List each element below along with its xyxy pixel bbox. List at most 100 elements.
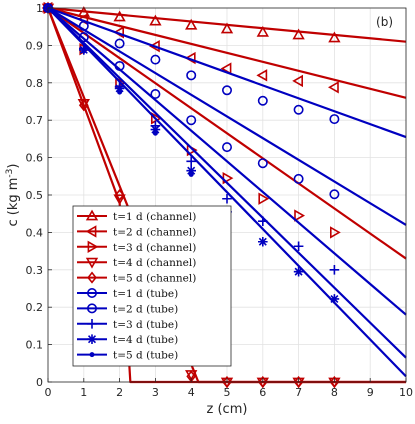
series-line-8 [47, 7, 407, 359]
x-tick-label-6: 6 [259, 386, 266, 399]
legend-marker-8 [87, 334, 97, 344]
legend-marker-0 [85, 209, 99, 221]
data-point-5-7 [293, 104, 304, 115]
data-point-1-5 [220, 62, 232, 75]
legend-label-7: t=3 d (tube) [113, 319, 178, 331]
data-point-4-4 [222, 375, 232, 389]
legend: t=1 d (channel) t=2 d (channel) t=3 d (cha… [72, 205, 232, 367]
data-point-7-4 [186, 156, 196, 167]
data-point-9-4 [188, 171, 194, 177]
data-point-5-3 [150, 54, 161, 65]
data-point-9-1 [81, 48, 87, 54]
data-point-2-8 [330, 226, 341, 239]
legend-entry-0: t=1 d (channel) [77, 209, 196, 223]
legend-label-2: t=3 d (channel) [113, 242, 196, 254]
legend-marker-2 [87, 240, 99, 253]
data-point-2-3 [151, 112, 162, 125]
legend-marker-5 [87, 287, 98, 298]
y-tick-label-10: 1 [36, 2, 43, 15]
data-point-8-6 [258, 236, 268, 247]
y-tick-label-9: 0.9 [26, 39, 44, 52]
x-tick-label-8: 8 [331, 386, 338, 399]
x-tick-label-7: 7 [295, 386, 302, 399]
data-point-1-8 [327, 81, 339, 94]
legend-marker-4 [87, 271, 97, 284]
data-point-8-8 [329, 294, 340, 304]
data-point-4-6 [293, 375, 304, 389]
y-tick-label-0: 0 [36, 376, 43, 389]
legend-label-8: t=4 d (tube) [113, 334, 178, 346]
y-tick-label-3: 0.3 [26, 264, 44, 277]
data-point-4-5 [257, 375, 268, 389]
x-tick-label-4: 4 [188, 386, 195, 399]
y-axis-label-exponent: -3 [5, 169, 15, 178]
data-point-0-7 [292, 28, 305, 40]
legend-label-0: t=1 d (channel) [113, 211, 196, 223]
legend-label-6: t=2 d (tube) [113, 303, 178, 315]
legend-entry-9: t=5 d (tube) [77, 350, 178, 362]
series-line-5 [47, 6, 407, 139]
series-line-9 [47, 7, 407, 378]
series-5 [42, 3, 407, 139]
data-point-6-1 [78, 32, 89, 43]
data-point-5-2 [114, 38, 125, 49]
data-point-6-8 [329, 189, 340, 200]
data-point-9-3 [152, 130, 158, 136]
y-tick-label-4: 0.4 [26, 226, 44, 239]
legend-label-9: t=5 d (tube) [113, 350, 178, 362]
data-point-2-6 [258, 192, 270, 205]
data-point-4-7 [329, 375, 340, 389]
data-point-0-3 [149, 14, 162, 26]
x-tick-label-3: 3 [152, 386, 159, 399]
legend-label-5: t=1 d (tube) [113, 288, 178, 300]
data-point-6-3 [150, 89, 161, 100]
legend-entry-2: t=3 d (channel) [77, 240, 196, 254]
x-tick-label-10: 10 [399, 386, 413, 399]
data-point-7-7 [293, 241, 304, 252]
data-point-4-2 [114, 188, 125, 202]
axes: 0 1 2 3 4 5 6 7 8 9 10 0 0.1 0.2 0.3 0.4 0.5 0.6 0.7 0.8 0.9… [26, 2, 414, 399]
data-point-0-4 [185, 18, 198, 30]
data-point-4-1 [78, 99, 89, 112]
legend-label-1: t=2 d (channel) [113, 226, 196, 238]
legend-entry-3: t=4 d (channel) [77, 257, 196, 269]
series-line-6 [47, 7, 407, 226]
legend-marker-7 [87, 319, 97, 329]
y-tick-label-7: 0.7 [26, 114, 44, 127]
y-axis-label-close: ) [6, 164, 21, 169]
series-line-2 [47, 7, 407, 260]
data-point-5-6 [257, 95, 268, 106]
legend-entry-8: t=4 d (tube) [77, 334, 178, 346]
data-point-8-2 [114, 83, 125, 94]
y-tick-label-6: 0.6 [26, 152, 44, 165]
x-axis-label: z (cm) [207, 402, 248, 417]
legend-marker-6 [87, 303, 98, 314]
data-point-2-7 [294, 209, 306, 222]
series-layer [41, 1, 407, 389]
data-point-8-7 [293, 266, 304, 277]
y-tick-label-5: 0.5 [26, 189, 44, 202]
legend-entry-7: t=3 d (tube) [77, 319, 178, 331]
data-point-0-6 [256, 25, 269, 37]
data-point-0-5 [220, 22, 234, 34]
data-point-9-2 [117, 89, 123, 95]
data-point-6-7 [293, 173, 304, 184]
data-point-8-4 [186, 165, 196, 176]
data-point-0-8 [328, 31, 341, 43]
y-tick-label-2: 0.2 [26, 301, 44, 314]
data-point-7-8 [329, 265, 340, 275]
y-axis-label-main: c (kg m [6, 178, 21, 227]
series-line-1 [47, 6, 407, 99]
data-point-3-2 [113, 194, 126, 206]
data-point-7-5 [222, 193, 232, 204]
x-tick-label-0: 0 [45, 386, 52, 399]
x-tick-label-2: 2 [116, 386, 123, 399]
y-axis-label: c (kg m-3) [5, 164, 21, 227]
data-point-0-2 [113, 10, 126, 22]
panel-label: (b) [376, 15, 393, 29]
legend-marker-3 [85, 257, 99, 269]
legend-label-3: t=4 d (channel) [113, 257, 196, 269]
legend-entry-5: t=1 d (tube) [77, 287, 178, 300]
data-point-1-7 [292, 74, 303, 88]
legend-entry-1: t=2 d (channel) [77, 225, 196, 238]
